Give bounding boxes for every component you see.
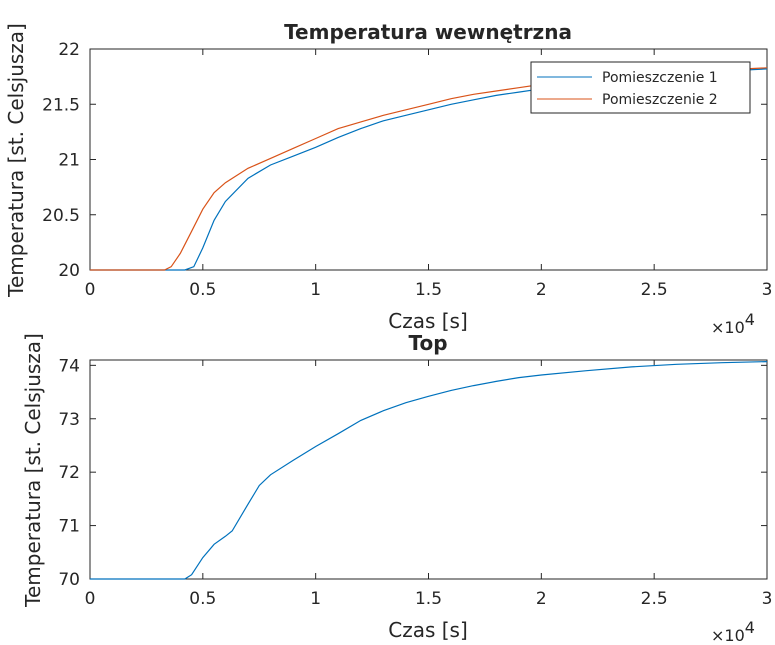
x-axis-label: Czas [s] — [388, 618, 468, 642]
x-tick-label: 0 — [85, 280, 96, 300]
x-tick-label: 1 — [310, 589, 321, 609]
x-axis-label: Czas [s] — [388, 309, 468, 333]
x-tick-label: 0 — [85, 589, 96, 609]
series-line-1 — [90, 361, 768, 580]
x-tick-label: 1 — [310, 280, 321, 300]
x-tick-label: 3 — [762, 589, 773, 609]
y-tick-label: 70 — [58, 570, 80, 590]
y-tick-label: 21.5 — [42, 95, 80, 115]
x-tick-label: 0.5 — [189, 589, 216, 609]
legend-label-series-2: Pomieszczenie 2 — [602, 92, 718, 108]
x-axis-exponent: ×104 — [711, 310, 755, 337]
legend: Pomieszczenie 1 Pomieszczenie 2 — [530, 61, 751, 114]
x-tick-label: 2.5 — [641, 280, 668, 300]
plot-area — [89, 359, 768, 580]
y-tick-label: 72 — [58, 463, 80, 483]
x-axis-ticks: 0 0.5 1 1.5 2 2.5 3 — [85, 360, 773, 609]
y-tick-label: 21 — [58, 151, 80, 171]
y-tick-label: 73 — [58, 410, 80, 430]
y-tick-label: 20.5 — [42, 206, 80, 226]
legend-label-series-1: Pomieszczenie 1 — [602, 70, 718, 86]
y-tick-label: 71 — [58, 517, 80, 537]
legend-box — [530, 61, 751, 114]
chart-title: Top — [408, 331, 447, 355]
subplot-top-temperature: Top 0 0.5 1 1.5 2 2.5 3 70 71 72 73 74 Czas [s] Te… — [21, 331, 772, 645]
x-axis-exponent: ×104 — [711, 618, 755, 645]
x-tick-label: 3 — [762, 280, 773, 300]
y-tick-label: 74 — [58, 356, 80, 376]
y-axis-ticks: 70 71 72 73 74 — [58, 356, 767, 590]
y-axis-ticks: 20 20.5 21 21.5 22 — [42, 40, 767, 281]
y-tick-label: 20 — [58, 261, 80, 281]
x-tick-label: 2 — [536, 589, 547, 609]
x-tick-label: 2 — [536, 280, 547, 300]
x-tick-label: 1.5 — [415, 589, 442, 609]
y-tick-label: 22 — [58, 40, 80, 60]
y-axis-label: Temperatura [st. Celsjusza] — [4, 23, 28, 298]
subplot-indoor-temperature: Temperatura wewnętrzna 0 0.5 1 1.5 2 2.5 3 202… — [4, 20, 772, 337]
x-tick-label: 1.5 — [415, 280, 442, 300]
y-axis-label: Temperatura [st. Celsjusza] — [21, 333, 45, 608]
chart-title: Temperatura wewnętrzna — [284, 20, 572, 44]
series-lines — [90, 361, 768, 580]
x-axis-ticks: 0 0.5 1 1.5 2 2.5 3 — [85, 49, 773, 300]
x-tick-label: 2.5 — [641, 589, 668, 609]
x-tick-label: 0.5 — [189, 280, 216, 300]
